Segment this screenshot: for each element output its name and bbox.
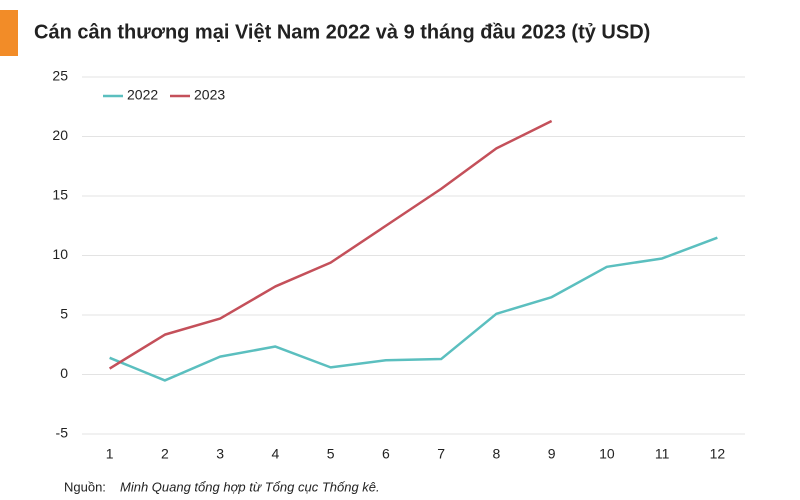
x-tick-label: 10 xyxy=(599,446,615,462)
x-tick-label: 2 xyxy=(161,446,169,462)
y-tick-label: 10 xyxy=(52,246,68,262)
chart-title: Cán cân thương mại Việt Nam 2022 và 9 th… xyxy=(34,21,650,43)
legend-label: 2023 xyxy=(194,87,225,103)
x-tick-label: 8 xyxy=(492,446,500,462)
y-tick-label: 5 xyxy=(60,306,68,322)
x-tick-label: 4 xyxy=(271,446,279,462)
x-tick-label: 6 xyxy=(382,446,390,462)
y-tick-label: 15 xyxy=(52,187,68,203)
y-tick-label: 25 xyxy=(52,68,68,84)
x-tick-label: 12 xyxy=(710,446,726,462)
x-tick-label: 1 xyxy=(106,446,114,462)
y-tick-label: 20 xyxy=(52,127,68,143)
title-accent xyxy=(0,10,18,56)
x-tick-label: 7 xyxy=(437,446,445,462)
x-tick-label: 5 xyxy=(327,446,335,462)
legend-label: 2022 xyxy=(127,87,158,103)
y-tick-label: 0 xyxy=(60,365,68,381)
x-tick-label: 11 xyxy=(655,446,670,462)
source-text: Minh Quang tổng hợp từ Tổng cục Thống kê… xyxy=(120,479,380,494)
line-series xyxy=(109,236,718,382)
source-label: Nguồn: xyxy=(64,479,106,494)
x-tick-label: 9 xyxy=(548,446,556,462)
x-tick-label: 3 xyxy=(216,446,224,462)
y-tick-label: -5 xyxy=(56,425,69,441)
line-series xyxy=(108,119,553,370)
